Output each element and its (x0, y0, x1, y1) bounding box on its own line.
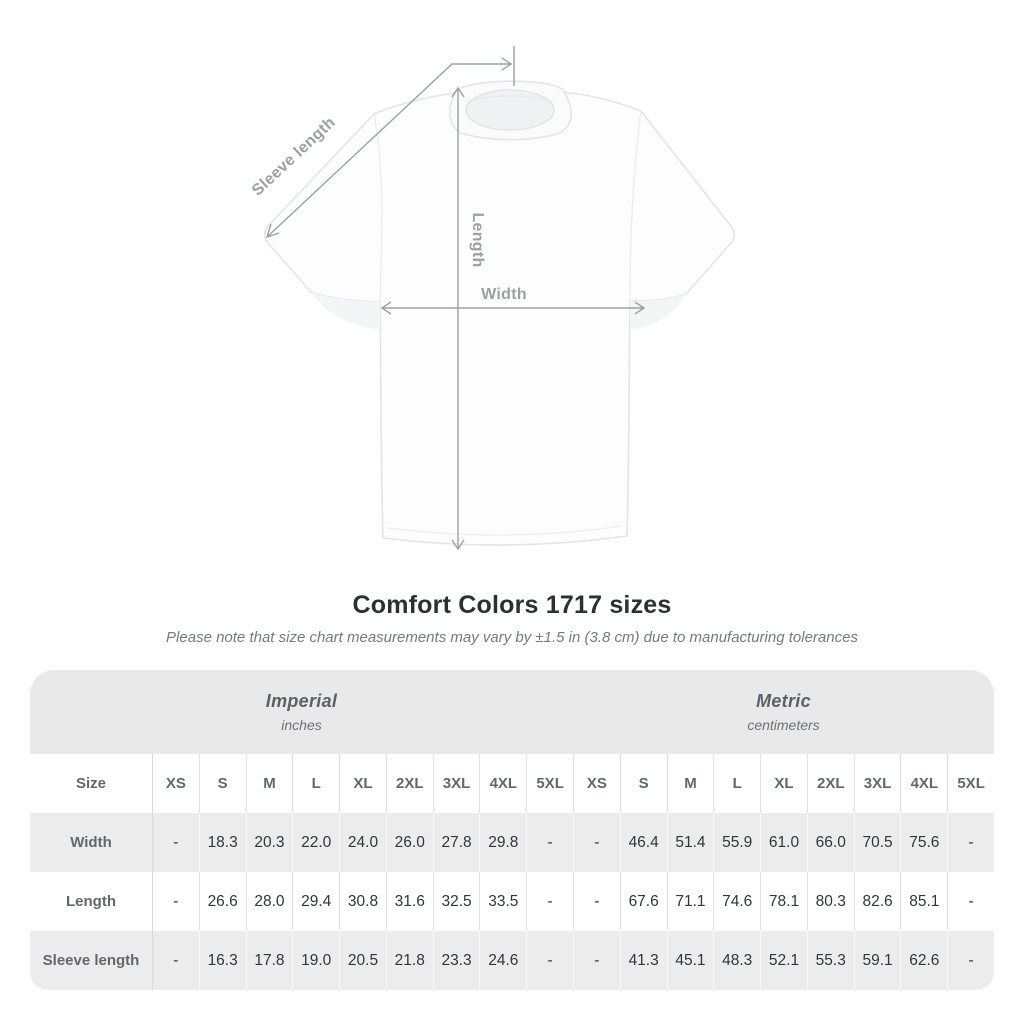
column-header: S (198, 754, 246, 813)
width-arrow (380, 301, 646, 315)
column-header: 2XL (806, 754, 854, 813)
table-cell: 66.0 (806, 813, 854, 872)
page-title: Comfort Colors 1717 sizes (352, 591, 672, 619)
table-cell: - (573, 931, 620, 990)
column-header: XL (339, 754, 386, 813)
table-cell: 24.6 (479, 931, 527, 990)
row-label: Width (30, 813, 152, 872)
table-cell: 30.8 (339, 872, 386, 931)
column-header: 3XL (853, 754, 901, 813)
row-label: Length (30, 872, 152, 931)
table-cell: 80.3 (806, 872, 854, 931)
size-table: Imperial inches Metric centimeters Size … (30, 670, 994, 990)
column-header: 5XL (526, 754, 573, 813)
tolerance-note: Please note that size chart measurements… (166, 629, 858, 646)
width-label: Width (481, 286, 527, 303)
table-cell: 26.0 (385, 813, 433, 872)
table-cell: 21.8 (385, 931, 433, 990)
column-header: L (292, 754, 340, 813)
table-cell: - (526, 813, 573, 872)
table-cell: - (573, 813, 620, 872)
tshirt-shape (263, 80, 736, 546)
table-cell: 48.3 (713, 931, 761, 990)
tshirt-measurement-diagram: Length Width Sleeve length (249, 46, 736, 551)
table-cell: 55.3 (806, 931, 854, 990)
table-cell: 55.9 (713, 813, 761, 872)
table-cell: 71.1 (666, 872, 714, 931)
table-cell: - (152, 931, 199, 990)
metric-unit: centimeters (747, 717, 820, 733)
table-cell: 46.4 (619, 813, 667, 872)
table-cell: 27.8 (432, 813, 480, 872)
table-cell: - (947, 872, 994, 931)
table-cell: 75.6 (900, 813, 948, 872)
column-header: XS (573, 754, 620, 813)
table-cell: 70.5 (853, 813, 901, 872)
metric-section-header: Metric centimeters (573, 670, 994, 754)
table-cell: 74.6 (713, 872, 761, 931)
column-header: 3XL (432, 754, 480, 813)
column-header: XS (152, 754, 199, 813)
table-cell: - (526, 931, 573, 990)
table-cell: 24.0 (339, 813, 386, 872)
table-cell: 18.3 (198, 813, 246, 872)
table-cell: 28.0 (245, 872, 293, 931)
imperial-section-header: Imperial inches (30, 670, 573, 754)
table-cell: 16.3 (198, 931, 246, 990)
imperial-label: Imperial (265, 691, 338, 711)
table-cell: 32.5 (432, 872, 480, 931)
column-header: 5XL (947, 754, 994, 813)
column-header: 4XL (900, 754, 948, 813)
column-header: XL (760, 754, 807, 813)
table-cell: 31.6 (385, 872, 433, 931)
column-header: S (619, 754, 667, 813)
table-cell: - (947, 813, 994, 872)
size-column-header: Size (30, 754, 152, 813)
table-cell: 62.6 (900, 931, 948, 990)
table-cell: 59.1 (853, 931, 901, 990)
table-cell: 20.3 (245, 813, 293, 872)
table-cell: 26.6 (198, 872, 246, 931)
table-cell: 19.0 (292, 931, 340, 990)
table-cell: 20.5 (339, 931, 386, 990)
table-cell: 78.1 (760, 872, 807, 931)
column-header: M (245, 754, 293, 813)
row-label: Sleeve length (30, 931, 152, 990)
table-cell: - (947, 931, 994, 990)
table-cell: 22.0 (292, 813, 340, 872)
table-cell: 82.6 (853, 872, 901, 931)
table-cell: 52.1 (760, 931, 807, 990)
table-cell: 61.0 (760, 813, 807, 872)
tshirt-illustration: Length Width Sleeve length (249, 46, 736, 551)
table-cell: 85.1 (900, 872, 948, 931)
length-label: Length (469, 212, 486, 267)
column-header: M (666, 754, 714, 813)
table-cell: 29.8 (479, 813, 527, 872)
table-cell: 23.3 (432, 931, 480, 990)
sleeve-length-arrow (265, 46, 515, 239)
table-cell: 45.1 (666, 931, 714, 990)
table-cell: - (152, 872, 199, 931)
table-cell: 41.3 (619, 931, 667, 990)
column-header: 2XL (385, 754, 433, 813)
table-cell: 33.5 (479, 872, 527, 931)
table-cell: 29.4 (292, 872, 340, 931)
length-arrow (451, 86, 465, 551)
metric-label: Metric (756, 691, 811, 711)
table-cell: 17.8 (245, 931, 293, 990)
imperial-unit: inches (281, 717, 322, 733)
table-cell: 67.6 (619, 872, 667, 931)
table-cell: - (573, 872, 620, 931)
table-cell: - (152, 813, 199, 872)
column-header: 4XL (479, 754, 527, 813)
table-cell: 51.4 (666, 813, 714, 872)
column-header: L (713, 754, 761, 813)
table-cell: - (526, 872, 573, 931)
